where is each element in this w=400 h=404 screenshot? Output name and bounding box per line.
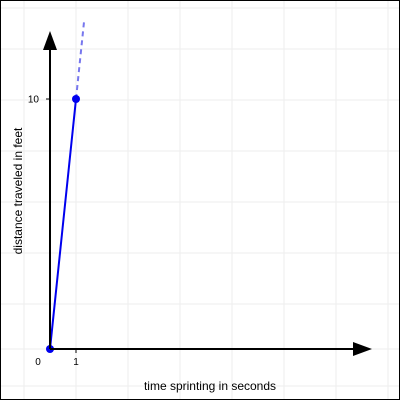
y-axis-arrowhead [43, 31, 57, 50]
x-axis-arrowhead [353, 342, 372, 356]
data-point-1 [72, 95, 80, 103]
x-tick-label-1: 1 [73, 357, 79, 368]
y-tick-label-10: 10 [28, 95, 40, 106]
ticks: 0 1 10 [28, 95, 79, 369]
y-axis-title: distance traveled in feet [11, 127, 25, 254]
x-tick-label-0: 0 [35, 357, 41, 368]
series-line [49, 98, 77, 350]
series-layer [46, 21, 86, 353]
x-axis-title: time sprinting in seconds [144, 379, 276, 393]
series-extension-dashed [75, 21, 86, 100]
